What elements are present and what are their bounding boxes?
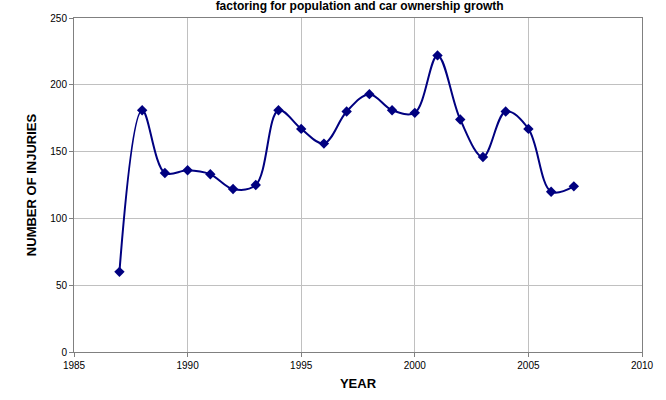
svg-text:200: 200: [50, 79, 67, 90]
svg-text:1990: 1990: [176, 360, 199, 371]
svg-text:250: 250: [50, 13, 67, 24]
svg-text:100: 100: [50, 213, 67, 224]
svg-text:1995: 1995: [290, 360, 313, 371]
svg-text:2005: 2005: [517, 360, 540, 371]
svg-text:2010: 2010: [631, 360, 654, 371]
svg-text:YEAR: YEAR: [340, 376, 377, 391]
svg-text:NUMBER OF INJURIES: NUMBER OF INJURIES: [24, 114, 39, 257]
svg-text:2000: 2000: [404, 360, 427, 371]
svg-text:0: 0: [61, 347, 67, 358]
svg-text:50: 50: [56, 280, 68, 291]
svg-text:factoring for population and c: factoring for population and car ownersh…: [216, 0, 504, 13]
svg-text:150: 150: [50, 146, 67, 157]
svg-text:1985: 1985: [63, 360, 86, 371]
